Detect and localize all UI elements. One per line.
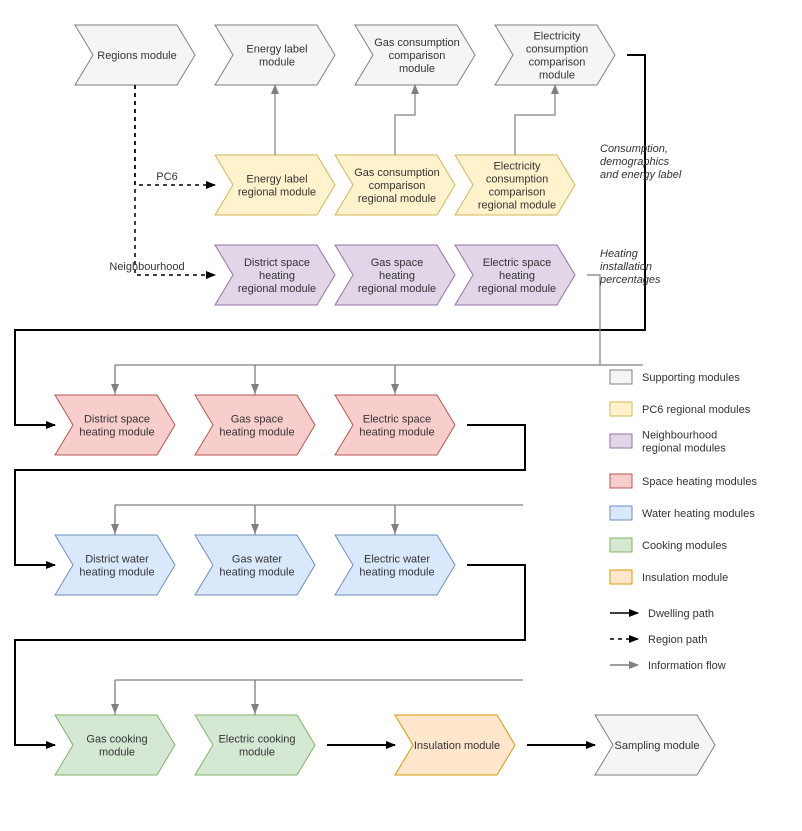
dwelling-path-0 — [15, 55, 645, 425]
svg-text:Water heating modules: Water heating modules — [642, 508, 755, 520]
legend-label: Dwelling path — [648, 608, 714, 620]
svg-text:Neighbourhoodregional modules: Neighbourhoodregional modules — [642, 430, 726, 455]
info-flow — [587, 275, 600, 365]
legend-swatch-insul — [610, 570, 632, 584]
svg-text:Cooking modules: Cooking modules — [642, 540, 727, 552]
info-flow — [515, 85, 555, 155]
svg-text:Sampling module: Sampling module — [615, 740, 700, 752]
svg-text:Heatinginstallationpercentages: Heatinginstallationpercentages — [599, 248, 661, 286]
svg-text:Insulation module: Insulation module — [642, 572, 728, 584]
svg-text:Regions module: Regions module — [97, 50, 177, 62]
info-flow — [395, 85, 415, 155]
svg-text:Electric waterheating module: Electric waterheating module — [359, 554, 434, 579]
legend-swatch-space — [610, 474, 632, 488]
svg-text:Energy labelregional module: Energy labelregional module — [238, 174, 316, 199]
flowchart-canvas: Regions moduleEnergy labelmoduleGas cons… — [0, 0, 802, 831]
legend-swatch-supporting — [610, 370, 632, 384]
svg-text:District waterheating module: District waterheating module — [79, 554, 154, 579]
svg-text:District spaceheating module: District spaceheating module — [79, 414, 154, 439]
svg-text:PC6 regional modules: PC6 regional modules — [642, 404, 751, 416]
legend-swatch-pc6 — [610, 402, 632, 416]
edge-label: Neighbourhood — [109, 261, 184, 273]
legend-label: Region path — [648, 634, 707, 646]
region-path-0 — [135, 85, 215, 185]
svg-text:Consumption,demographicsand en: Consumption,demographicsand energy label — [600, 143, 682, 181]
legend-swatch-neigh — [610, 434, 632, 448]
svg-text:Electric spaceheating module: Electric spaceheating module — [359, 414, 434, 439]
legend-label: Information flow — [648, 660, 726, 672]
svg-text:Supporting modules: Supporting modules — [642, 372, 740, 384]
svg-text:Insulation module: Insulation module — [414, 740, 500, 752]
edge-label: PC6 — [156, 171, 177, 183]
svg-text:Space heating modules: Space heating modules — [642, 476, 757, 488]
legend-swatch-water — [610, 506, 632, 520]
legend-swatch-cook — [610, 538, 632, 552]
